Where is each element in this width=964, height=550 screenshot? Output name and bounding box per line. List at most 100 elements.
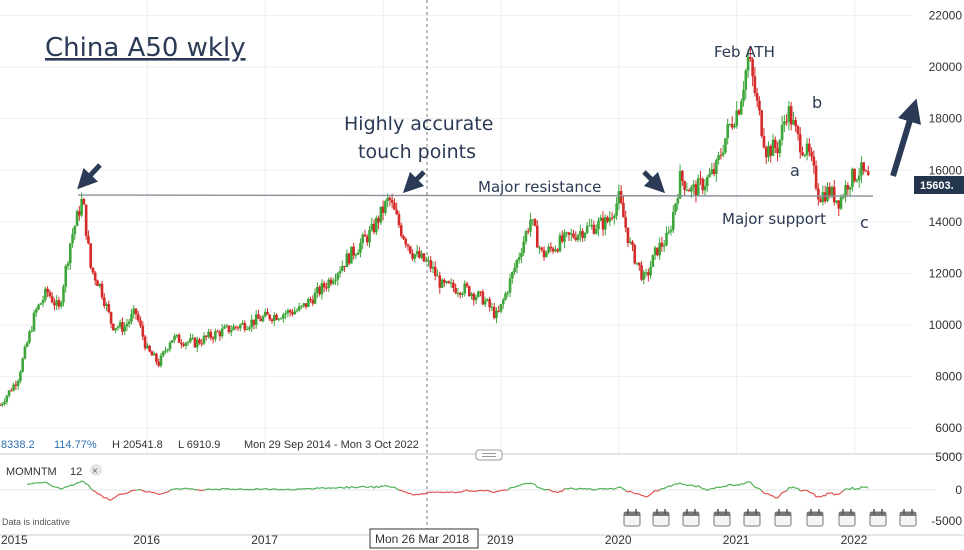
momentum-period: 12 (70, 466, 82, 478)
momentum-segment (638, 493, 642, 496)
candle-body (293, 311, 297, 315)
candle-body (41, 299, 45, 304)
candle-body (182, 344, 185, 346)
candle-body (715, 159, 718, 174)
candle-body (644, 272, 648, 274)
candle-body (719, 155, 723, 157)
event-calendar-icon[interactable] (806, 509, 824, 527)
momentum-segment (373, 485, 377, 489)
momentum-segment (425, 491, 429, 494)
candle-body (7, 390, 11, 396)
momentum-segment (663, 486, 667, 490)
momentum-segment (797, 487, 801, 492)
candle-body (783, 121, 786, 125)
candle-body (21, 358, 24, 372)
candle-body (567, 232, 571, 235)
candle-body (762, 135, 766, 148)
candle-body (30, 330, 34, 332)
event-calendar-icon[interactable] (869, 509, 887, 527)
momentum-segment (226, 487, 230, 490)
momentum-segment (772, 495, 776, 499)
momentum-segment (695, 485, 699, 488)
candle-body (112, 323, 115, 331)
momentum-segment (582, 487, 586, 490)
candle-body (776, 148, 779, 154)
candle-body (189, 337, 192, 342)
momentum-segment (339, 486, 343, 489)
candle-body (613, 215, 616, 219)
momentum-segment (448, 491, 452, 494)
candle-body (311, 299, 315, 304)
close-indicator-button[interactable]: × (90, 464, 102, 477)
momentum-segment (811, 492, 815, 495)
momentum-segment (734, 484, 738, 487)
candle-body (851, 168, 854, 187)
event-calendar-icon[interactable] (743, 509, 761, 527)
momentum-segment (167, 490, 171, 493)
candle-body (454, 287, 457, 294)
candle-body (511, 272, 514, 279)
candle-body (155, 353, 158, 362)
momentum-segment (614, 487, 617, 490)
candle-body (87, 235, 90, 244)
momentum-segment (380, 485, 384, 488)
momentum-segment (659, 488, 663, 491)
candle-body (361, 234, 365, 244)
momentum-segment (697, 485, 701, 488)
candle-body (737, 110, 741, 115)
event-calendar-icon[interactable] (774, 509, 792, 527)
momentum-segment (104, 496, 107, 499)
candle-body (542, 250, 546, 258)
candle-body (102, 297, 106, 306)
momentum-segment (625, 490, 629, 493)
momentum-segment (677, 482, 681, 485)
candle-body (341, 265, 344, 271)
momentum-segment (840, 490, 844, 494)
candle-body (563, 232, 566, 242)
candle-body (581, 231, 584, 238)
candle-body (272, 314, 276, 322)
candle-body (261, 316, 265, 322)
momentum-segment (371, 485, 375, 489)
momentum-segment (441, 491, 445, 494)
candle-body (486, 299, 489, 301)
momentum-segment (265, 488, 268, 490)
momentum-segment (353, 486, 357, 489)
info-bar: 8338.2 114.77% H 20541.8 L 6910.9 Mon 29… (1, 439, 419, 451)
momentum-segment (67, 484, 71, 488)
momentum-segment (233, 488, 236, 491)
event-calendar-icon[interactable] (838, 509, 856, 527)
grid-lines (0, 0, 912, 454)
pane-resize-handle[interactable] (475, 449, 503, 461)
momentum-segment (847, 488, 851, 491)
candle-body (263, 311, 267, 317)
momentum-segment (786, 487, 790, 492)
annotation-touch-points: touch points (358, 141, 476, 163)
time-tick-label: 2019 (487, 533, 514, 547)
last-price-value: 15603. (920, 180, 954, 192)
event-calendar-icon[interactable] (899, 509, 917, 527)
momentum-segment (344, 486, 348, 489)
candle-body (479, 291, 482, 293)
momentum-axis: 5000 0 -5000 (931, 450, 962, 528)
momentum-segment (169, 488, 173, 492)
candle-body (540, 247, 544, 251)
candle-body (320, 283, 324, 295)
event-calendar-icon[interactable] (713, 509, 731, 527)
momentum-segment (274, 488, 277, 490)
candle-body (703, 186, 707, 191)
momentum-segment (781, 491, 785, 494)
event-calendar-icon[interactable] (652, 509, 670, 527)
candle-body (569, 233, 573, 235)
momentum-segment (480, 489, 484, 492)
event-calendar-icon[interactable] (682, 509, 700, 527)
info-low: L 6910.9 (178, 439, 220, 451)
momentum-segment (163, 492, 166, 494)
candle-body (603, 217, 607, 230)
candle-body (785, 121, 788, 123)
candle-body (490, 306, 494, 308)
momentum-segment (827, 492, 830, 495)
price-tick-label: 10000 (929, 318, 963, 332)
event-icons[interactable] (623, 509, 917, 527)
event-calendar-icon[interactable] (623, 509, 641, 527)
